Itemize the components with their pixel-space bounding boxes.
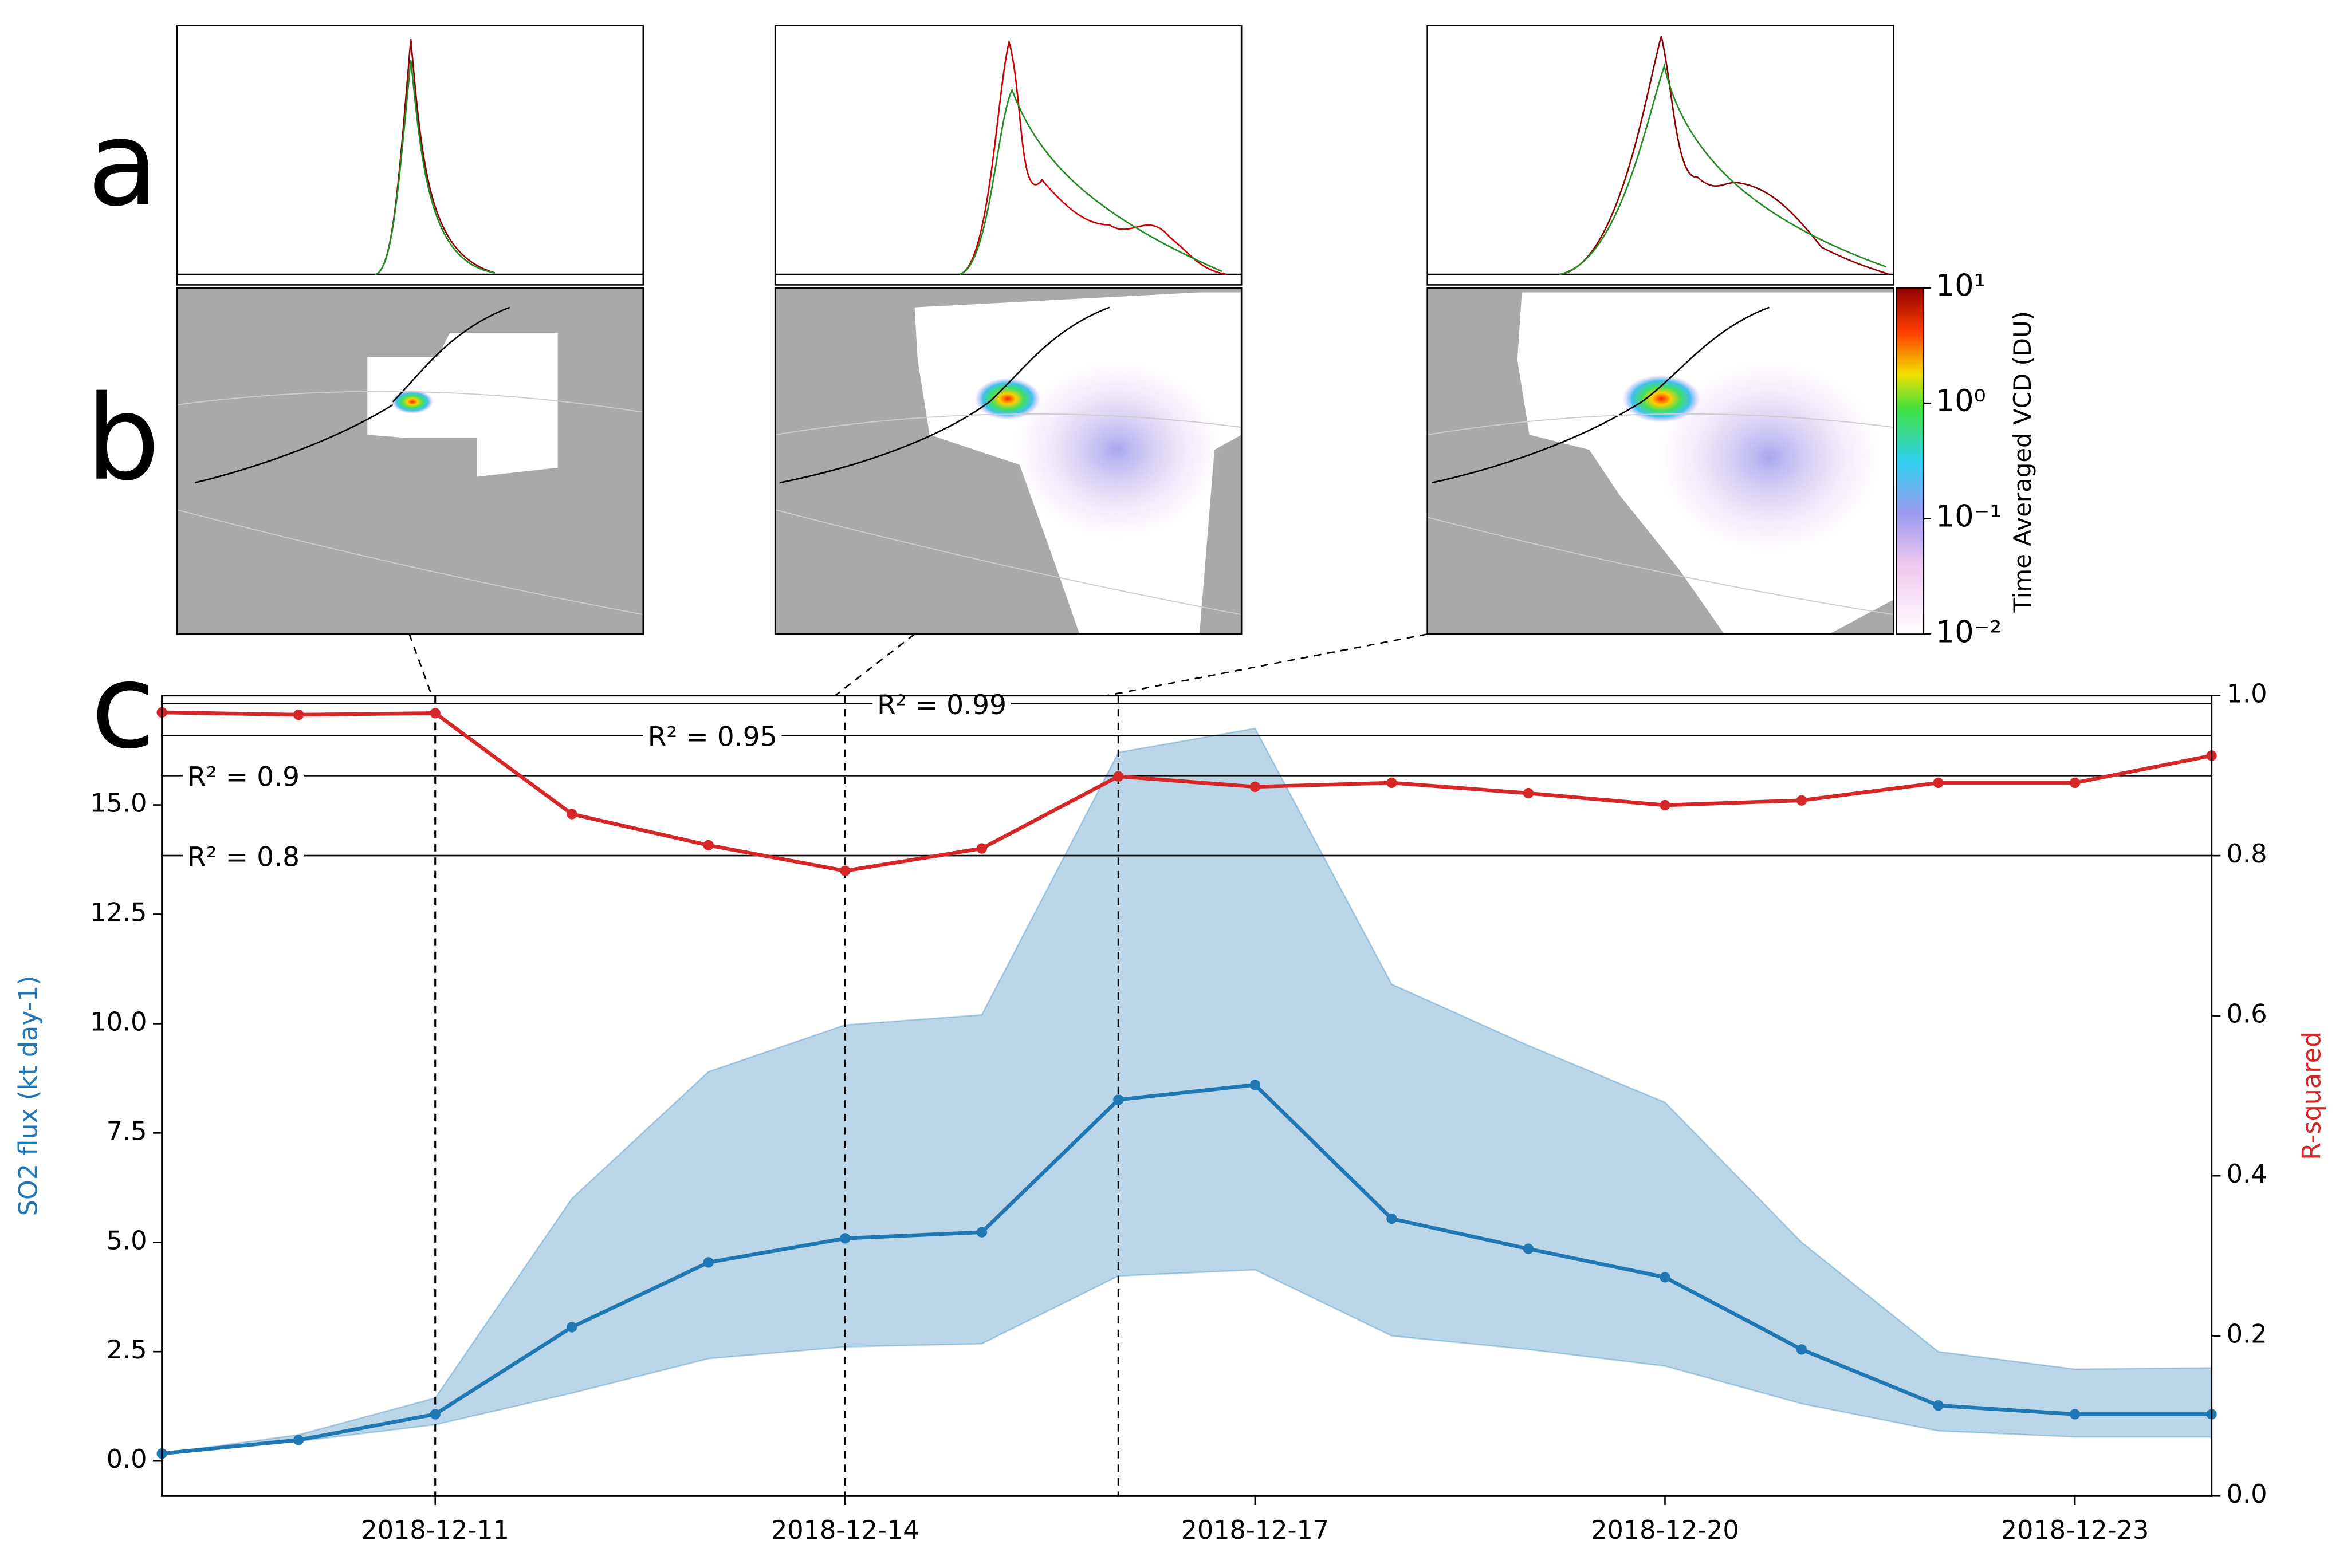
colorbar-tick-label: 10⁻¹ bbox=[1936, 499, 2002, 534]
plot-frame bbox=[161, 695, 2213, 1497]
series-marker bbox=[1386, 1213, 1397, 1224]
y-tick-label: 0.0 bbox=[107, 1445, 147, 1474]
series-marker bbox=[293, 1435, 304, 1445]
series-marker bbox=[567, 1322, 577, 1333]
colorbar bbox=[1896, 287, 1925, 635]
colorbar-tick-label: 10⁰ bbox=[1936, 384, 1986, 419]
y2-axis-label: R-squared bbox=[2298, 1031, 2327, 1160]
series-marker bbox=[2069, 1409, 2081, 1420]
y2-tick-label: 0.8 bbox=[2227, 840, 2267, 869]
series-marker bbox=[1386, 777, 1397, 789]
reference-label: R² = 0.8 bbox=[187, 841, 300, 873]
y-tick-label: 7.5 bbox=[107, 1117, 147, 1146]
series-marker bbox=[1796, 1344, 1807, 1355]
series-marker bbox=[2069, 777, 2081, 789]
series-line bbox=[162, 710, 2212, 873]
panel-label: c bbox=[91, 639, 155, 775]
inset-profiles bbox=[176, 25, 1895, 286]
reference-label: R² = 0.95 bbox=[648, 722, 777, 753]
series-marker bbox=[703, 840, 714, 851]
series-marker bbox=[1660, 1272, 1670, 1283]
x-tick-label: 2018-12-14 bbox=[771, 1516, 919, 1545]
series-marker bbox=[430, 708, 441, 719]
inset-maps bbox=[176, 287, 1895, 635]
panel-label: b bbox=[86, 371, 160, 507]
series-line bbox=[162, 1082, 2212, 1456]
x-tick-label: 2018-12-20 bbox=[1591, 1516, 1739, 1545]
series-marker bbox=[1933, 777, 1944, 789]
y2-tick-label: 0.4 bbox=[2227, 1160, 2267, 1189]
series-marker bbox=[1796, 795, 1807, 806]
y-tick-label: 15.0 bbox=[90, 789, 147, 818]
label-background bbox=[183, 761, 304, 793]
series-marker bbox=[840, 865, 851, 876]
y2-tick-label: 0.0 bbox=[2227, 1480, 2267, 1509]
series-marker bbox=[1113, 771, 1124, 782]
series-marker bbox=[1660, 799, 1670, 811]
x-tick-label: 2018-12-11 bbox=[361, 1516, 509, 1545]
series-marker bbox=[293, 709, 304, 720]
colorbar-tick-label: 10¹ bbox=[1936, 269, 1986, 304]
series-marker bbox=[976, 1227, 987, 1238]
reference-label: R² = 0.9 bbox=[187, 762, 300, 793]
y-tick-label: 2.5 bbox=[107, 1335, 147, 1365]
series-marker bbox=[1249, 1080, 1261, 1090]
series-marker bbox=[976, 843, 987, 854]
y-tick-label: 5.0 bbox=[107, 1226, 147, 1255]
label-background bbox=[183, 841, 304, 873]
series-marker bbox=[1249, 781, 1261, 793]
series-marker bbox=[703, 1257, 714, 1268]
y-tick-label: 12.5 bbox=[90, 898, 147, 927]
series-marker bbox=[1933, 1400, 1944, 1411]
x-tick-label: 2018-12-17 bbox=[1181, 1516, 1330, 1545]
label-background bbox=[643, 721, 782, 753]
series-marker bbox=[430, 1409, 441, 1420]
series-marker bbox=[840, 1233, 851, 1244]
y2-tick-label: 1.0 bbox=[2227, 680, 2267, 709]
series-marker bbox=[1113, 1094, 1124, 1105]
label-background bbox=[872, 689, 1011, 721]
colorbar-label: Time Averaged VCD (DU) bbox=[2008, 311, 2037, 613]
colorbar-tick-label: 10⁻² bbox=[1936, 614, 2002, 649]
y2-tick-label: 0.2 bbox=[2227, 1320, 2267, 1349]
y2-tick-label: 0.6 bbox=[2227, 1000, 2267, 1029]
series-marker bbox=[1523, 1243, 1534, 1254]
series-marker bbox=[567, 809, 577, 820]
x-tick-label: 2018-12-23 bbox=[2001, 1516, 2149, 1545]
series-marker bbox=[1523, 787, 1534, 799]
y-axis-label: SO2 flux (kt day-1) bbox=[14, 975, 43, 1216]
connectors bbox=[408, 633, 1428, 696]
reference-label: R² = 0.99 bbox=[877, 690, 1007, 721]
panel-label: a bbox=[87, 97, 159, 233]
y-tick-label: 10.0 bbox=[90, 1007, 147, 1037]
